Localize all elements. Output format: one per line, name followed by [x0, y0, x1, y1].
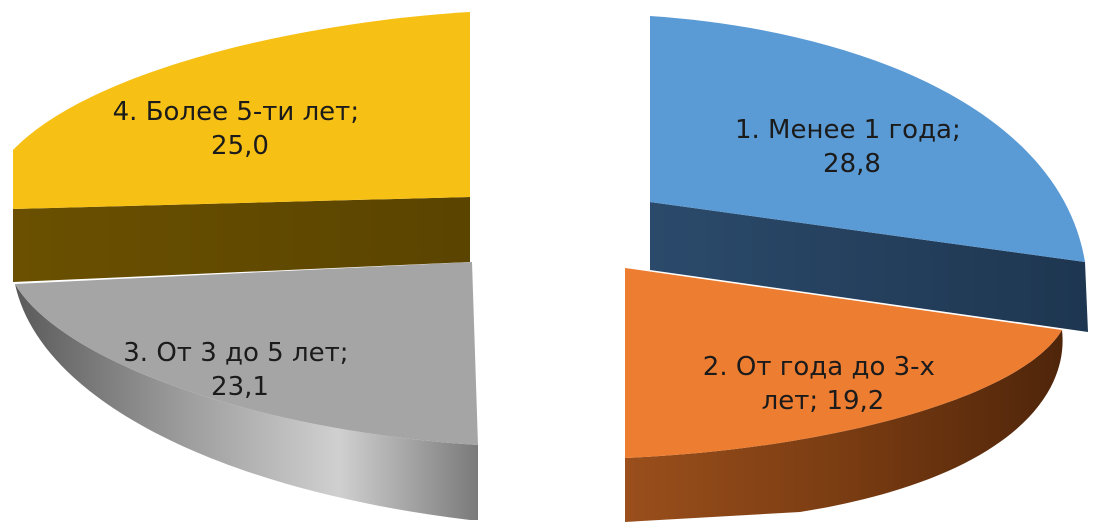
slice-3-label: 3. От 3 до 5 лет; 23,1	[123, 338, 357, 402]
slice-2-label-line-2: лет; 19,2	[762, 386, 885, 416]
slice-2-label-line-1: 2. От года до 3-х	[703, 352, 935, 382]
slice-2-1-to-3-years	[625, 268, 1063, 522]
slice-3-label-line-2: 23,1	[211, 372, 269, 402]
slice-1-top	[650, 16, 1085, 262]
slice-4-top	[13, 12, 470, 209]
slice-4-more-than-5-years	[13, 12, 470, 282]
slice-1-label-line-2: 28,8	[823, 149, 881, 179]
slice-2-label: 2. От года до 3-х лет; 19,2	[703, 352, 943, 416]
slice-2-side	[625, 330, 1063, 522]
slice-3-top	[15, 262, 478, 445]
slice-4-side	[13, 197, 470, 282]
slice-4-label: 4. Более 5-ти лет; 25,0	[113, 97, 368, 161]
slice-1-label: 1. Менее 1 года; 28,8	[735, 115, 969, 179]
slice-3-label-line-1: 3. От 3 до 5 лет;	[123, 338, 348, 368]
slice-1-label-line-1: 1. Менее 1 года;	[735, 115, 961, 145]
slice-3-3-to-5-years	[15, 262, 478, 520]
slice-4-label-line-1: 4. Более 5-ти лет;	[113, 97, 359, 127]
slice-1-less-than-1-year	[650, 16, 1088, 332]
slice-4-label-line-2: 25,0	[211, 131, 269, 161]
slice-3-side	[15, 284, 478, 520]
slice-2-top	[625, 268, 1062, 458]
slice-1-side	[650, 202, 1088, 332]
